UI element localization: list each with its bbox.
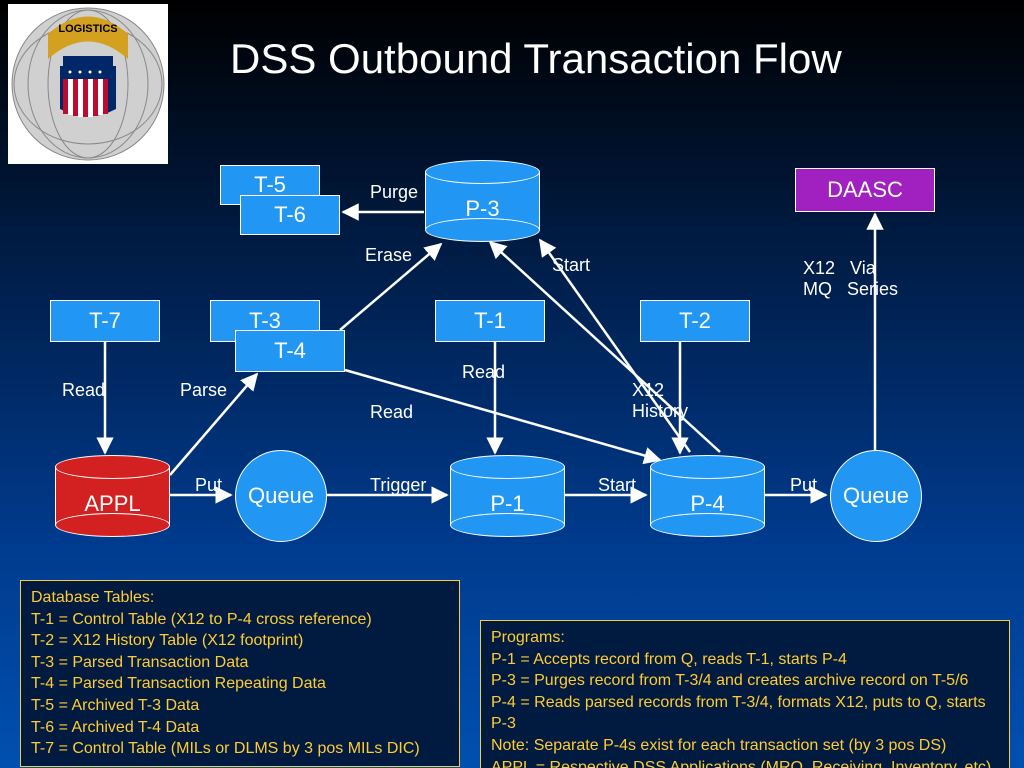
edge-label-x12via: X12 Via MQ Series [803, 258, 898, 300]
legend-line: P-4 = Reads parsed records from T-3/4, f… [491, 692, 999, 735]
node-t6: T-6 [240, 195, 340, 235]
legend-line: T-6 = Archived T-4 Data [31, 717, 449, 739]
edge-label-erase: Erase [365, 245, 412, 266]
edge-label-start1: Start [552, 255, 590, 276]
legend-line: T-1 = Control Table (X12 to P-4 cross re… [31, 609, 449, 631]
node-q1: Queue [235, 450, 327, 542]
edge-label-put2: Put [790, 475, 817, 496]
legend-line: T-3 = Parsed Transaction Data [31, 652, 449, 674]
legend-line: T-5 = Archived T-3 Data [31, 695, 449, 717]
node-q2: Queue [830, 450, 922, 542]
legend-programs: Programs:P-1 = Accepts record from Q, re… [480, 620, 1010, 768]
edge-label-x12hist: X12 History [632, 380, 688, 422]
edge-label-read3: Read [462, 362, 505, 383]
edge-label-read1: Read [62, 380, 105, 401]
node-appl: APPL [55, 455, 170, 535]
edge-label-trigger: Trigger [370, 475, 426, 496]
node-t7: T-7 [50, 300, 160, 342]
node-t4: T-4 [235, 330, 345, 372]
legend-heading: Programs: [491, 627, 999, 649]
legend-line: Note: Separate P-4s exist for each trans… [491, 735, 999, 757]
edge-label-purge: Purge [370, 182, 418, 203]
node-daasc: DAASC [795, 168, 935, 212]
svg-text:LOGISTICS: LOGISTICS [58, 23, 117, 35]
legend-line: APPL = Respective DSS Applications (MRO,… [491, 757, 999, 768]
legend-line: P-1 = Accepts record from Q, reads T-1, … [491, 649, 999, 671]
node-p1: P-1 [450, 455, 565, 535]
legend-line: T-4 = Parsed Transaction Repeating Data [31, 673, 449, 695]
agency-seal-logo: LOGISTICS [8, 4, 168, 164]
edge-label-parse: Parse [180, 380, 227, 401]
legend-heading: Database Tables: [31, 587, 449, 609]
legend-line: T-2 = X12 History Table (X12 footprint) [31, 630, 449, 652]
node-p4: P-4 [650, 455, 765, 535]
slide: LOGISTICS DSS Outbound Transaction Flow [0, 0, 1024, 768]
node-t2: T-2 [640, 300, 750, 342]
edge-label-read2: Read [370, 402, 413, 423]
legend-database-tables: Database Tables:T-1 = Control Table (X12… [20, 580, 460, 767]
legend-line: P-3 = Purges record from T-3/4 and creat… [491, 670, 999, 692]
edge-label-put1: Put [195, 475, 222, 496]
edge-label-start2: Start [598, 475, 636, 496]
node-t1: T-1 [435, 300, 545, 342]
node-p3: P-3 [425, 160, 540, 240]
legend-line: T-7 = Control Table (MILs or DLMS by 3 p… [31, 738, 449, 760]
slide-title: DSS Outbound Transaction Flow [230, 35, 842, 83]
